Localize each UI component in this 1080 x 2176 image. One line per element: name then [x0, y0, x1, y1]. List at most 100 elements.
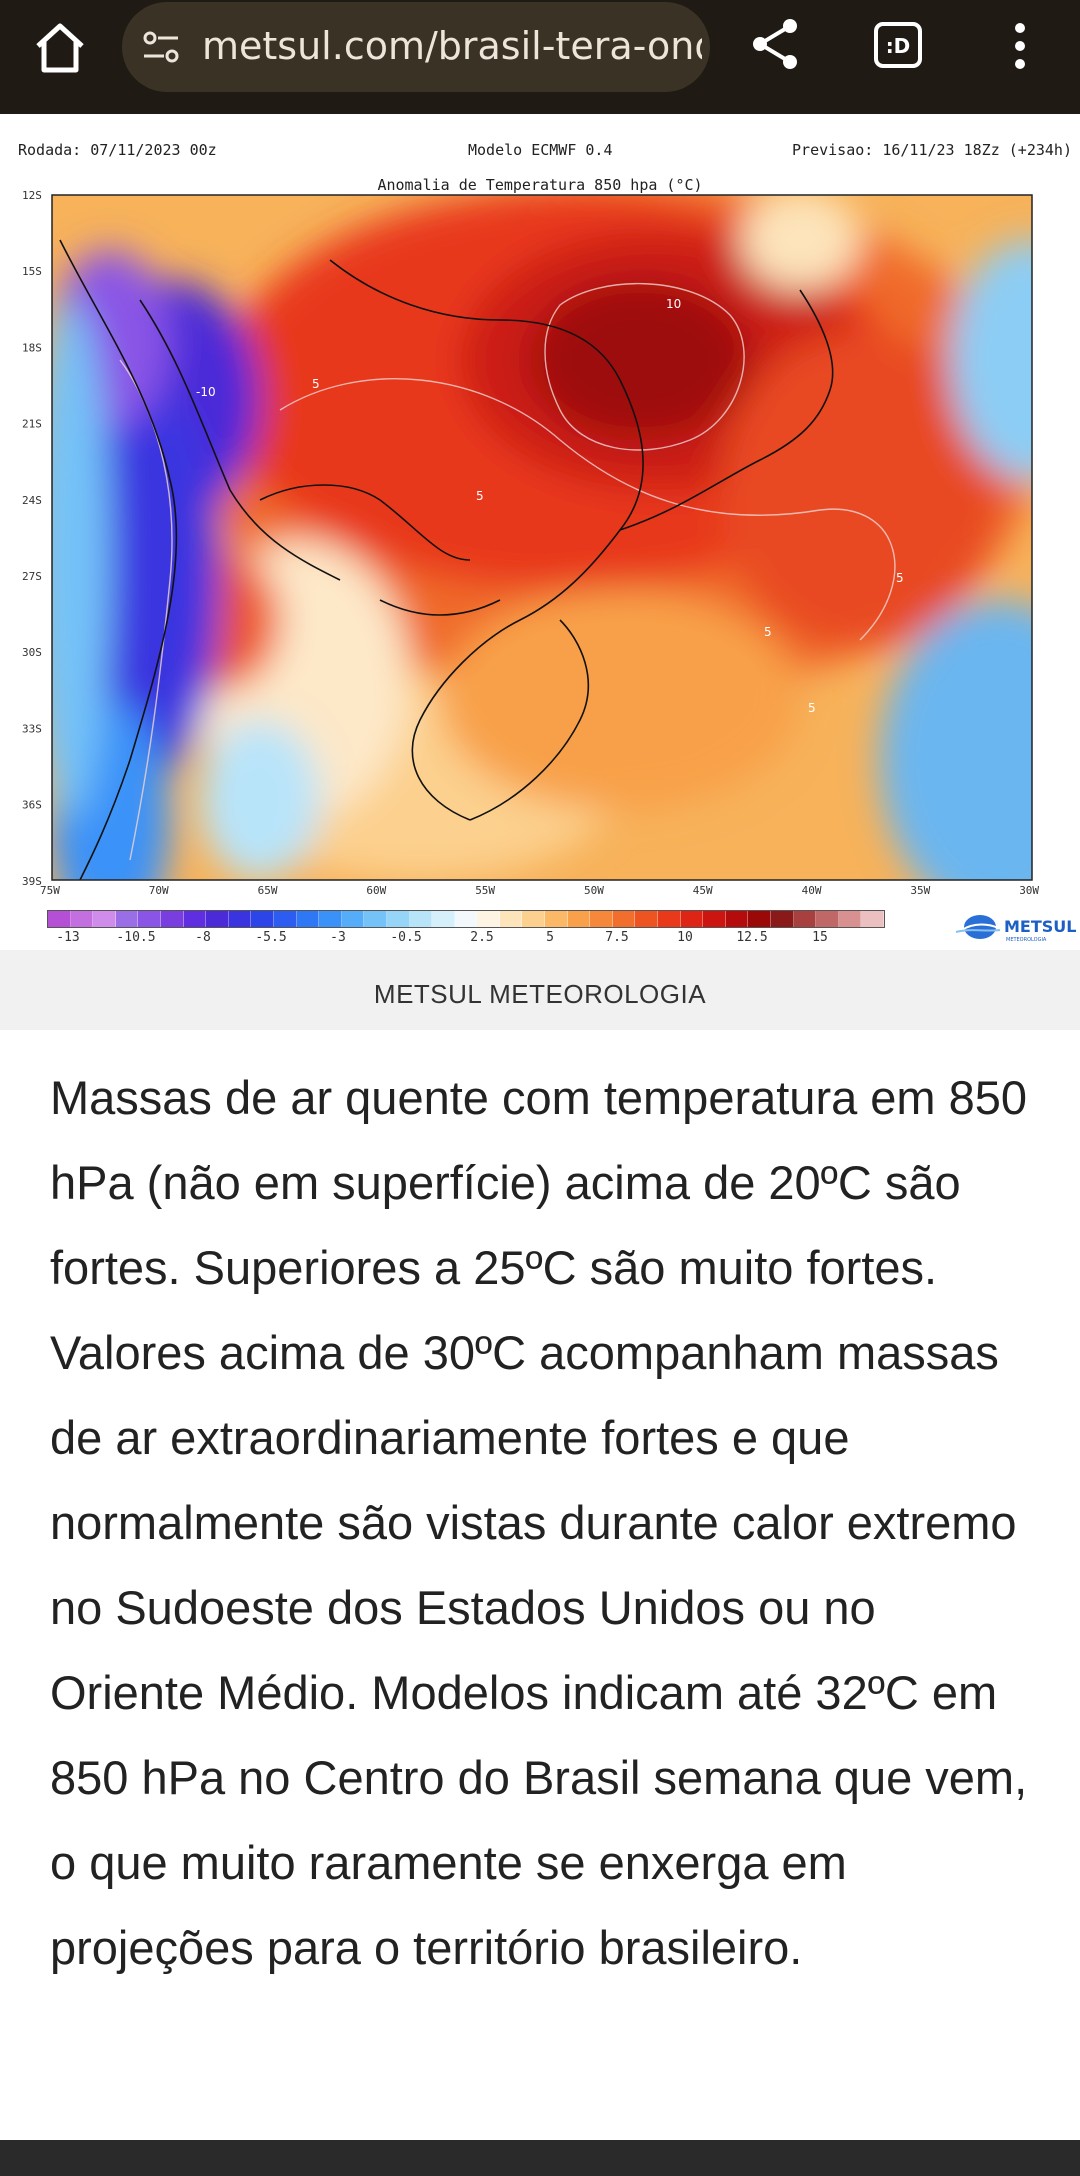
latitude-label: 24S [22, 494, 42, 507]
map-figure: Rodada: 07/11/2023 00z Modelo ECMWF 0.4 … [0, 114, 1080, 950]
colorbar-tick-label: 15 [812, 930, 828, 945]
run-label: Rodada: 07/11/2023 00z [18, 141, 217, 159]
colorbar-swatch [206, 911, 229, 927]
colorbar-swatch [228, 911, 252, 927]
longitude-label: 30W [1019, 884, 1039, 897]
latitude-label: 12S [22, 189, 42, 202]
colorbar-swatch [386, 911, 410, 927]
longitude-label: 70W [149, 884, 169, 897]
url-bar[interactable]: metsul.com/brasil-tera-onda [122, 2, 710, 92]
colorbar-swatch [454, 911, 478, 927]
colorbar [47, 910, 885, 928]
contour-label: -10 [196, 385, 216, 399]
colorbar-tick-label: 12.5 [736, 930, 768, 945]
colorbar-tick-label: -8 [195, 930, 211, 945]
latitude-label: 18S [22, 341, 42, 354]
colorbar-swatch [590, 911, 613, 927]
colorbar-tick-label: -5.5 [255, 930, 287, 945]
longitude-label: 45W [693, 884, 713, 897]
colorbar-swatch [138, 911, 161, 927]
latitude-label: 39S [22, 875, 42, 888]
longitude-label: 40W [802, 884, 822, 897]
article-paragraph: Massas de ar quente com temperatura em 8… [50, 1071, 1028, 1974]
colorbar-swatch [319, 911, 342, 927]
latitude-label: 15S [22, 265, 42, 278]
metsul-logo: METSUL METEOROLOGIA [950, 910, 1078, 944]
colorbar-swatch [115, 911, 139, 927]
longitude-label: 75W [40, 884, 60, 897]
colorbar-swatch [725, 911, 749, 927]
longitude-label: 60W [366, 884, 386, 897]
temperature-anomaly-map: 10 -10 5 5 5 5 5 12S 15S 18S 21S 24S 27S 30S 33… [22, 189, 1039, 897]
longitude-label: 55W [475, 884, 495, 897]
contour-label: 5 [312, 377, 320, 391]
colorbar-swatch [93, 911, 116, 927]
colorbar-swatch [793, 911, 817, 927]
tune-icon[interactable] [140, 26, 184, 70]
colorbar-tick-label: 5 [546, 930, 554, 945]
colorbar-swatch [771, 911, 794, 927]
image-caption: METSUL METEOROLOGIA [0, 950, 1080, 1030]
colorbar-swatch [364, 911, 387, 927]
colorbar-swatch [70, 911, 94, 927]
colorbar-swatch [48, 911, 71, 927]
logo-subtext: METEOROLOGIA [1006, 937, 1047, 943]
logo-text: METSUL [1004, 917, 1076, 936]
colorbar-swatch [432, 911, 455, 927]
colorbar-tick-label: 10 [677, 930, 693, 945]
share-icon[interactable] [746, 14, 806, 74]
colorbar-swatch [522, 911, 546, 927]
colorbar-swatch [296, 911, 320, 927]
globe-icon [955, 915, 1001, 939]
contour-label: 5 [764, 625, 772, 639]
colorbar-swatch [251, 911, 274, 927]
bottom-nav-bar [0, 2140, 1080, 2176]
colorbar-tick-label: 7.5 [605, 930, 629, 945]
latitude-label: 30S [22, 646, 42, 659]
colorbar-swatch [545, 911, 568, 927]
contour-label: 10 [666, 297, 681, 311]
contour-label: 5 [476, 489, 484, 503]
colorbar-swatch [273, 911, 297, 927]
colorbar-swatch [838, 911, 862, 927]
colorbar-tick-label: -0.5 [390, 930, 422, 945]
tab-switcher-button[interactable]: :D [872, 18, 926, 72]
longitude-label: 50W [584, 884, 604, 897]
colorbar-tick-label: -10.5 [116, 930, 156, 945]
contour-label: 5 [896, 571, 904, 585]
home-icon[interactable] [28, 16, 92, 80]
latitude-label: 27S [22, 570, 42, 583]
colorbar-tick-label: 2.5 [470, 930, 494, 945]
tab-count-label: :D [886, 34, 911, 58]
colorbar-swatch [499, 911, 523, 927]
colorbar-swatch [861, 911, 884, 927]
colorbar-swatch [160, 911, 184, 927]
colorbar-swatch [658, 911, 681, 927]
colorbar-tick-label: -3 [330, 930, 346, 945]
colorbar-swatch [612, 911, 636, 927]
colorbar-swatch [567, 911, 591, 927]
more-vert-icon[interactable] [1002, 14, 1038, 78]
colorbar-swatch [477, 911, 500, 927]
latitude-label: 36S [22, 799, 42, 812]
longitude-label: 65W [258, 884, 278, 897]
colorbar-swatch [748, 911, 771, 927]
latitude-label: 33S [22, 722, 42, 735]
colorbar-swatch [183, 911, 207, 927]
map-title: Anomalia de Temperatura 850 hpa (°C) [377, 176, 703, 194]
url-text[interactable]: metsul.com/brasil-tera-onda [202, 24, 702, 68]
colorbar-swatch [635, 911, 659, 927]
contour-label: 5 [808, 701, 816, 715]
forecast-label: Previsao: 16/11/23 18Zz (+234h) [792, 141, 1072, 159]
colorbar-tick-label: -13 [56, 930, 80, 945]
latitude-label: 21S [22, 418, 42, 431]
colorbar-swatch [409, 911, 433, 927]
colorbar-swatch [703, 911, 726, 927]
colorbar-swatch [341, 911, 365, 927]
longitude-label: 35W [910, 884, 930, 897]
colorbar-swatch [680, 911, 704, 927]
colorbar-ticks: -13 -10.5 -8 -5.5 -3 -0.5 2.5 5 7.5 10 12.5 15 [47, 930, 885, 946]
colorbar-swatch [816, 911, 839, 927]
model-label: Modelo ECMWF 0.4 [468, 141, 613, 159]
browser-toolbar: metsul.com/brasil-tera-onda :D [0, 0, 1080, 114]
